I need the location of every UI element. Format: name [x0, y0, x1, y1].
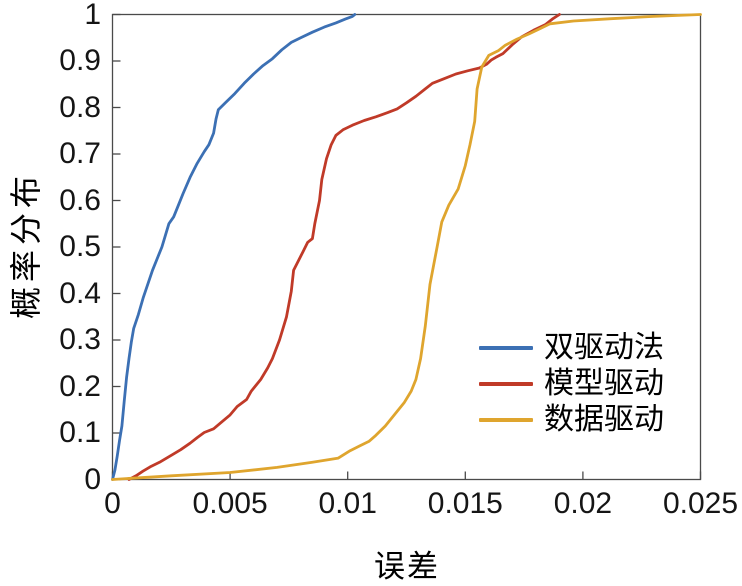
y-tick-label: 0.8 — [59, 90, 101, 124]
x-tick-label: 0.025 — [662, 487, 739, 520]
y-tick-label: 0.4 — [59, 276, 101, 310]
x-tick-label: 0.015 — [427, 487, 503, 520]
x-axis-title: 误差 — [374, 549, 440, 584]
y-tick-label: 0.2 — [59, 369, 101, 403]
x-tick-label: 0.02 — [553, 487, 613, 520]
y-tick-label: 1 — [84, 0, 101, 31]
y-tick-label: 0.6 — [59, 183, 101, 217]
x-tick-label: 0.005 — [192, 487, 268, 520]
legend-label-series-2: 数据驱动 — [544, 403, 664, 436]
y-tick-label: 0.7 — [59, 137, 101, 170]
legend-row-1: 模型驱动 — [479, 366, 664, 402]
legend-swatch-series-2 — [479, 418, 533, 422]
legend-row-0: 双驱动法 — [479, 330, 664, 366]
y-tick-label: 0.5 — [59, 230, 101, 263]
legend: 双驱动法 模型驱动 数据驱动 — [479, 330, 664, 438]
y-tick-label: 0 — [84, 462, 101, 496]
y-tick-label: 0.3 — [59, 323, 101, 356]
x-tick-label: 0.01 — [318, 487, 377, 520]
y-tick-label: 0.1 — [59, 416, 101, 449]
x-tick-label: 0 — [104, 487, 121, 520]
legend-label-series-1: 模型驱动 — [544, 367, 664, 400]
curve-series-0 — [111, 13, 357, 481]
legend-swatch-series-1 — [479, 382, 533, 386]
legend-row-2: 数据驱动 — [479, 402, 664, 438]
y-tick-label: 0.9 — [59, 44, 101, 77]
legend-swatch-series-0 — [479, 346, 533, 350]
legend-label-series-0: 双驱动法 — [544, 331, 664, 364]
curve-series-2 — [111, 13, 702, 481]
